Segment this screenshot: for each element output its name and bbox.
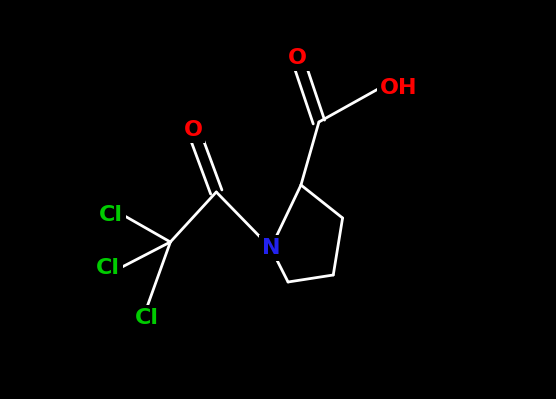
Text: OH: OH bbox=[380, 78, 418, 98]
Text: Cl: Cl bbox=[96, 258, 120, 278]
Text: Cl: Cl bbox=[135, 308, 158, 328]
Text: Cl: Cl bbox=[99, 205, 123, 225]
Text: N: N bbox=[261, 238, 280, 258]
Text: O: O bbox=[184, 120, 203, 140]
Text: O: O bbox=[288, 48, 307, 68]
